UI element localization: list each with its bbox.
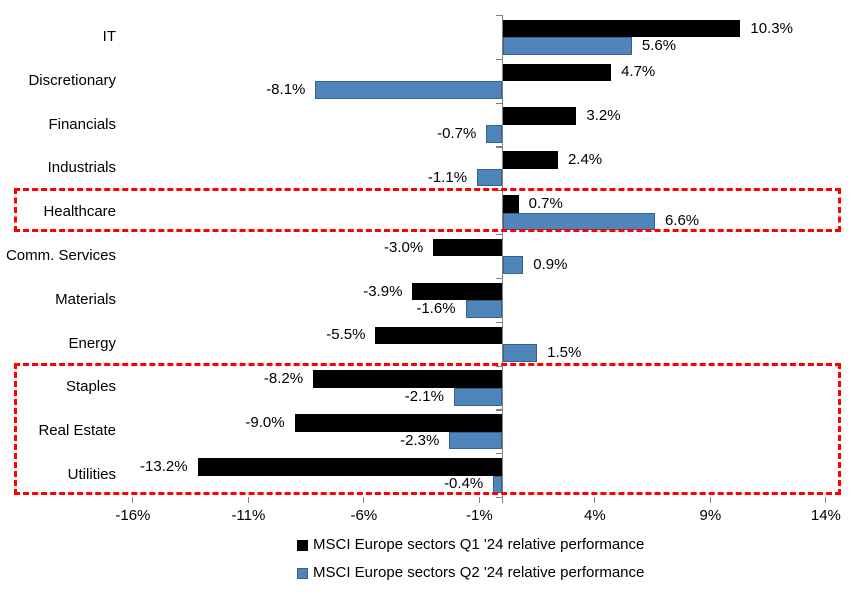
category-label-materials: Materials xyxy=(55,290,116,308)
q1-series-marker-icon xyxy=(297,539,308,551)
category-label-energy: Energy xyxy=(68,334,116,352)
x-tick-label: -16% xyxy=(115,507,151,524)
x-tick-label: 4% xyxy=(584,507,606,524)
legend-label-q1: MSCI Europe sectors Q1 '24 relative perf… xyxy=(313,536,645,553)
data-label: -3.9% xyxy=(363,282,403,300)
data-label: -9.0% xyxy=(245,413,285,431)
data-label: -0.7% xyxy=(437,124,477,142)
data-label: 3.2% xyxy=(586,107,621,125)
legend-label-q2: MSCI Europe sectors Q2 '24 relative perf… xyxy=(313,564,645,581)
category-axis-tick xyxy=(496,277,502,280)
category-axis-tick xyxy=(496,409,502,411)
category-label-healthcare: Healthcare xyxy=(43,203,116,221)
bar-q1-financials xyxy=(502,107,577,126)
data-label: -8.2% xyxy=(263,370,304,388)
category-axis-tick xyxy=(496,146,502,148)
x-tick-label: 14% xyxy=(810,507,841,524)
x-tick-label: 9% xyxy=(699,507,722,524)
category-label-discretionary: Discretionary xyxy=(28,71,116,89)
bar-q1-staples xyxy=(313,370,503,388)
data-label: -2.1% xyxy=(404,387,444,405)
bar-q1-discretionary xyxy=(502,63,612,82)
bar-q1-real-estate xyxy=(294,414,503,432)
bar-q1-industrials xyxy=(502,151,558,169)
data-label: -1.6% xyxy=(416,300,456,318)
bar-q2-financials xyxy=(486,125,503,143)
legend-item-q2: MSCI Europe sectors Q2 '24 relative perf… xyxy=(297,564,644,582)
bar-q2-industrials xyxy=(477,168,503,187)
data-label: 0.9% xyxy=(533,256,568,274)
bar-q2-real-estate xyxy=(449,431,503,450)
bar-q1-utilities xyxy=(197,457,503,476)
bar-q1-it xyxy=(502,19,741,38)
bar-q2-it xyxy=(502,37,632,55)
bar-q2-comm-services xyxy=(502,256,524,275)
category-axis-tick xyxy=(496,365,502,367)
data-label: -13.2% xyxy=(140,457,188,475)
category-axis-tick xyxy=(496,453,502,455)
category-axis-tick xyxy=(496,190,502,192)
data-label: 5.6% xyxy=(641,37,677,55)
bar-q2-healthcare xyxy=(502,212,655,231)
x-axis-tick xyxy=(363,497,365,503)
x-axis-tick xyxy=(247,497,249,503)
data-label: 1.5% xyxy=(547,343,582,361)
x-axis-tick xyxy=(132,497,134,503)
q2-series-marker-icon xyxy=(297,567,308,579)
category-axis-tick xyxy=(496,15,502,17)
x-tick-label: -1% xyxy=(466,507,493,524)
category-label-real-estate: Real Estate xyxy=(38,422,116,440)
data-label: 10.3% xyxy=(750,19,793,37)
bar-q1-materials xyxy=(412,282,503,301)
category-axis-tick xyxy=(496,321,502,323)
data-label: 0.7% xyxy=(528,194,563,212)
category-axis-tick xyxy=(496,497,502,499)
bar-q2-staples xyxy=(453,387,503,406)
category-axis-tick xyxy=(496,102,502,104)
legend-item-q1: MSCI Europe sectors Q1 '24 relative perf… xyxy=(297,536,644,554)
bar-q1-healthcare xyxy=(502,195,519,213)
category-label-staples: Staples xyxy=(65,378,116,396)
data-label: 2.4% xyxy=(567,151,603,169)
x-axis-tick xyxy=(478,497,480,503)
data-label: -2.3% xyxy=(400,431,440,449)
x-axis-tick xyxy=(594,497,596,503)
category-label-utilities: Utilities xyxy=(67,466,116,484)
category-label-financials: Financials xyxy=(48,115,116,133)
x-axis-tick xyxy=(709,497,711,503)
data-label: 4.7% xyxy=(621,63,656,81)
category-axis-tick xyxy=(496,58,502,60)
bar-q2-energy xyxy=(502,344,538,362)
data-label: -1.1% xyxy=(427,168,468,186)
bar-q1-energy xyxy=(375,326,503,345)
category-label-it: IT xyxy=(102,27,116,45)
data-label: -0.4% xyxy=(444,475,484,493)
data-label: -8.1% xyxy=(266,81,306,99)
data-label: 6.6% xyxy=(664,212,700,230)
x-tick-label: -6% xyxy=(350,507,378,524)
bar-q2-discretionary xyxy=(315,81,503,99)
bar-q1-comm-services xyxy=(433,238,503,257)
bar-q2-utilities xyxy=(493,475,503,494)
category-label-industrials: Industrials xyxy=(47,159,116,177)
x-tick-label: -11% xyxy=(231,507,266,524)
category-axis-tick xyxy=(496,234,502,236)
bar-q2-materials xyxy=(465,300,503,318)
data-label: -5.5% xyxy=(326,326,366,344)
data-label: -3.0% xyxy=(384,238,424,256)
category-label-comm-services: Comm. Services xyxy=(5,247,116,264)
x-axis-tick xyxy=(825,497,827,503)
